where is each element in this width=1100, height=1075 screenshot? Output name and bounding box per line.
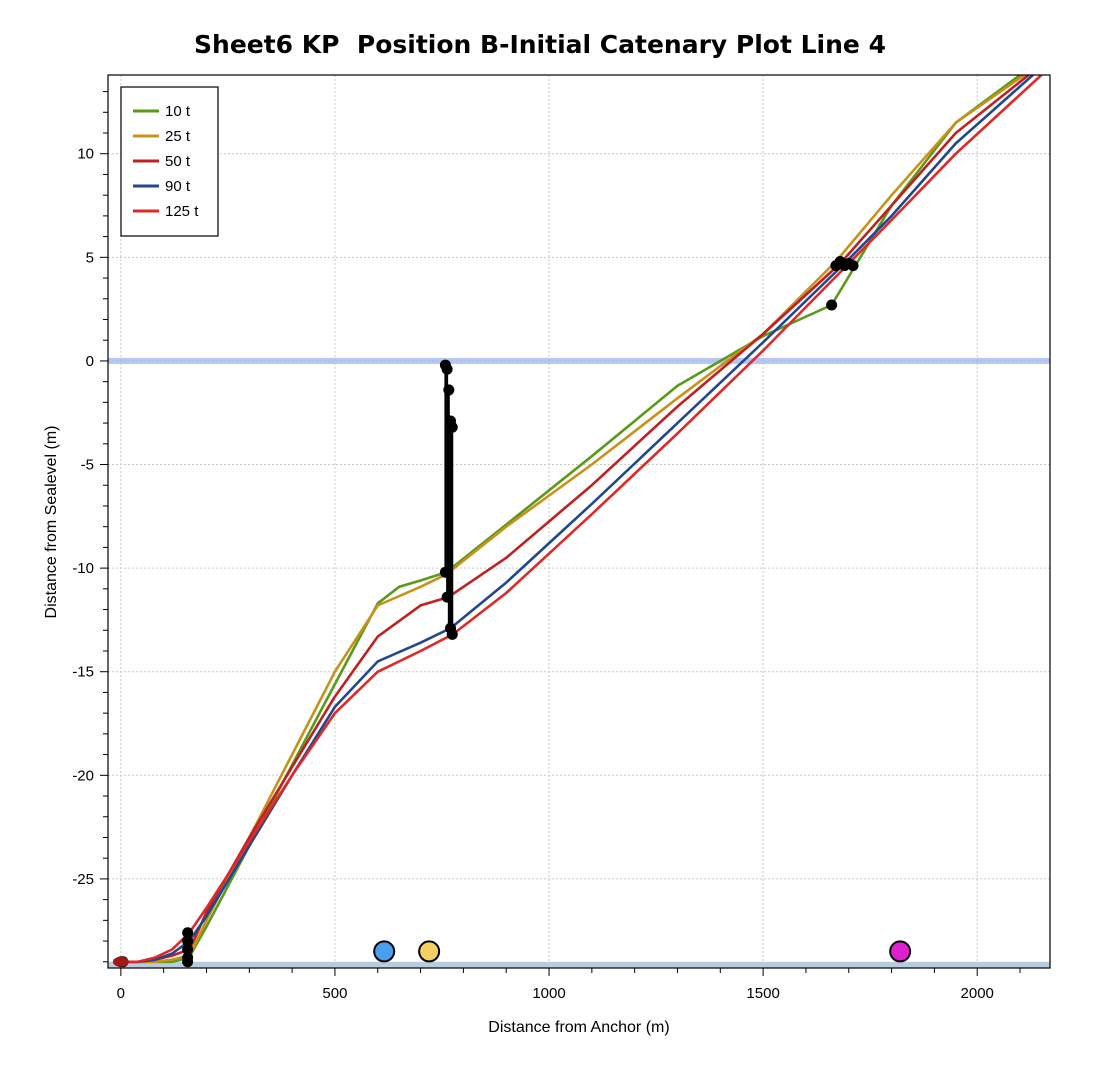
buoy-marker xyxy=(889,940,912,963)
legend-label-1: 25 t xyxy=(165,128,191,145)
legend-label-3: 90 t xyxy=(165,178,191,195)
buoy-markers xyxy=(373,940,912,963)
seabed-band-rect xyxy=(108,961,1050,968)
y-tick-label: 5 xyxy=(86,249,94,266)
node-marker xyxy=(182,956,194,968)
y-tick-label: -20 xyxy=(72,767,94,784)
y-tick-label: -5 xyxy=(81,457,94,474)
chart-title: Sheet6 KP Position B-Initial Catenary Pl… xyxy=(194,30,886,59)
x-tick-label: 500 xyxy=(322,985,347,1002)
series-line-1 xyxy=(120,75,1026,964)
legend-label-4: 125 t xyxy=(165,203,199,220)
legend-label-0: 10 t xyxy=(165,103,191,120)
x-axis: 0 500 1000 1500 2000 xyxy=(117,968,1021,1002)
node-marker xyxy=(182,935,194,947)
plot-background xyxy=(108,75,1050,968)
node-marker xyxy=(441,591,453,603)
y-tick-label: 0 xyxy=(86,353,94,370)
series-line-4 xyxy=(120,75,1043,964)
node-marker xyxy=(443,384,455,396)
node-marker xyxy=(182,927,194,939)
node-markers xyxy=(112,255,859,968)
node-marker xyxy=(446,421,458,433)
y-axis-title: Distance from Sealevel (m) xyxy=(43,426,60,619)
x-tick-label: 0 xyxy=(117,985,125,1002)
series-line-3 xyxy=(120,75,1034,964)
node-marker xyxy=(182,943,194,955)
legend-label-2: 50 t xyxy=(165,153,191,170)
y-tick-label: -10 xyxy=(72,560,94,577)
y-axis: 10 5 0 -5 -10 -15 -20 -25 xyxy=(72,91,108,963)
sealevel-band-rect xyxy=(108,357,1050,364)
legend: 10 t 25 t 50 t 90 t 125 t xyxy=(120,86,219,237)
buoy-marker xyxy=(418,940,441,963)
y-tick-label: -25 xyxy=(72,871,94,888)
x-tick-label: 1500 xyxy=(746,985,779,1002)
anchor-marker xyxy=(112,956,129,967)
node-marker xyxy=(439,566,451,578)
sealevel-band xyxy=(108,357,1050,364)
x-tick-label: 1000 xyxy=(532,985,565,1002)
node-marker xyxy=(826,299,838,311)
seabed-band xyxy=(108,961,1050,968)
y-tick-label: -15 xyxy=(72,664,94,681)
node-marker xyxy=(446,628,458,640)
plot-frame xyxy=(107,74,1051,969)
buoy-marker xyxy=(373,940,396,963)
node-marker xyxy=(847,260,859,272)
series-lines xyxy=(120,75,1043,964)
x-tick-label: 2000 xyxy=(961,985,994,1002)
y-tick-label: 10 xyxy=(77,146,94,163)
series-line-2 xyxy=(120,75,1030,964)
x-axis-title: Distance from Anchor (m) xyxy=(488,1019,669,1036)
node-marker xyxy=(441,363,453,375)
